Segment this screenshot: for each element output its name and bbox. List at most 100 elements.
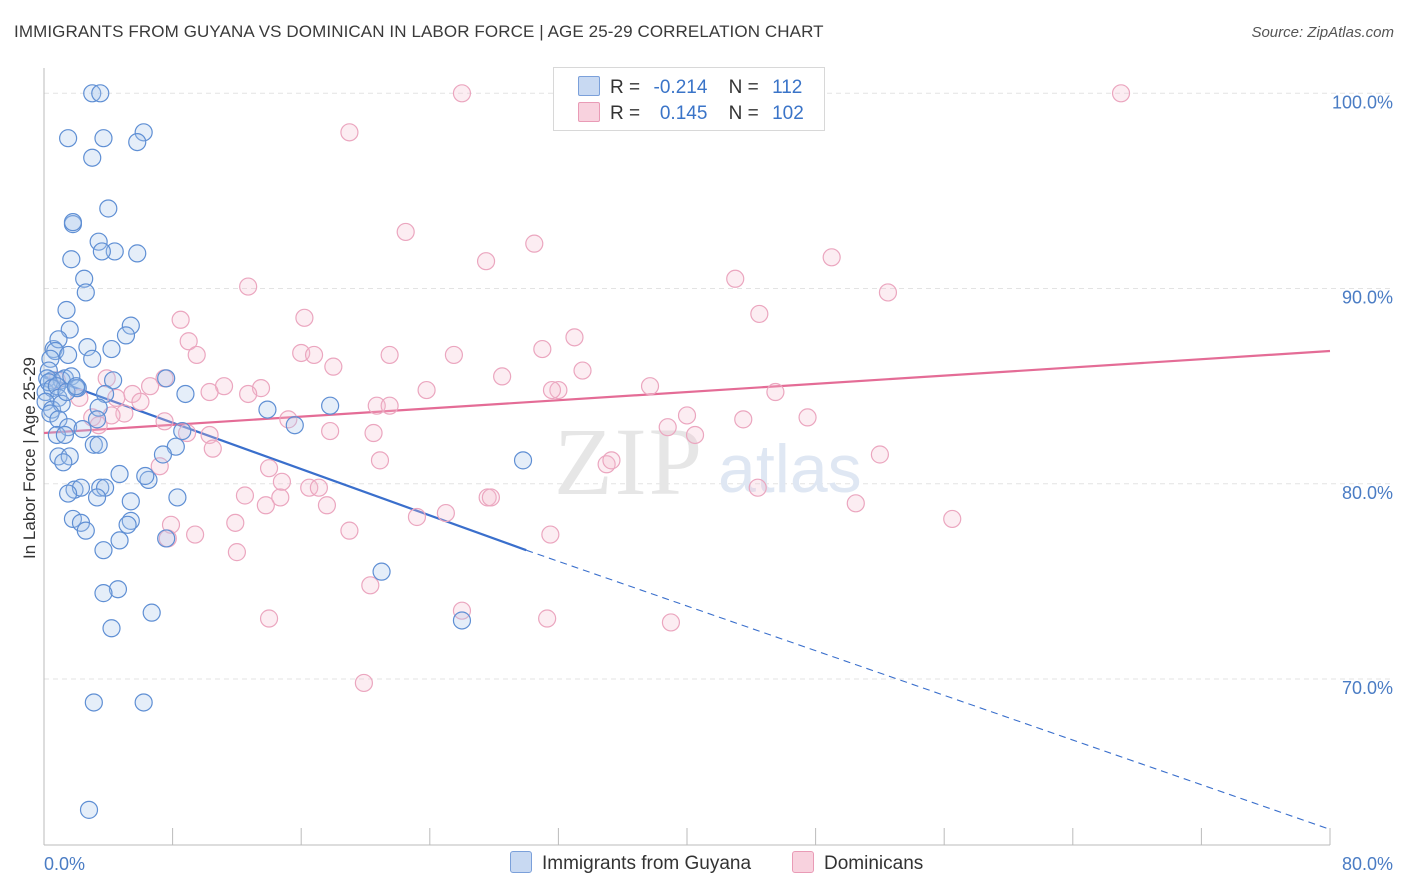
dominicans-point bbox=[573, 361, 592, 380]
guyana-point bbox=[84, 693, 103, 712]
dominicans-point bbox=[380, 345, 399, 365]
guyana-point bbox=[83, 349, 102, 368]
legend-n-label: N = bbox=[728, 77, 759, 98]
guyana-point bbox=[55, 425, 74, 445]
dominicans-point bbox=[131, 392, 150, 411]
guyana-point bbox=[63, 213, 83, 232]
dominicans-point bbox=[317, 496, 337, 515]
dominicans-point bbox=[155, 412, 174, 431]
y-tick-label: 70.0% bbox=[1342, 678, 1393, 698]
dominicans-point bbox=[822, 248, 841, 267]
dominicans-point bbox=[179, 332, 198, 351]
dominicans-trend-line bbox=[43, 349, 1331, 435]
dominicans-point bbox=[640, 377, 660, 396]
guyana-point bbox=[49, 330, 68, 349]
guyana-point bbox=[91, 478, 110, 497]
guyana-point bbox=[76, 521, 95, 540]
dominicans-point bbox=[476, 252, 496, 271]
legend-n-label: N = bbox=[728, 103, 759, 124]
dominicans-point bbox=[1111, 84, 1131, 103]
legend-n-value-dominicans: 102 bbox=[772, 103, 804, 124]
dominicans-point bbox=[227, 543, 246, 562]
dominicans-point bbox=[107, 388, 126, 407]
guyana-point bbox=[136, 466, 155, 486]
bottom-legend-guyana: Immigrants from Guyana bbox=[510, 851, 751, 875]
guyana-point bbox=[121, 316, 140, 335]
dominicans-point bbox=[436, 503, 455, 523]
guyana-point bbox=[108, 580, 128, 599]
dominicans-point bbox=[171, 310, 190, 329]
guyana-point bbox=[49, 410, 68, 429]
guyana-point bbox=[89, 232, 108, 251]
legend-r-label: R = bbox=[610, 77, 641, 98]
legend-r-label: R = bbox=[610, 103, 641, 124]
guyana-point bbox=[94, 541, 113, 560]
y-tick-label: 100.0% bbox=[1332, 92, 1393, 112]
dominicans-point bbox=[943, 509, 962, 529]
stats-legend: R = -0.214 N = 112 R = 0.145 N = 102 bbox=[553, 67, 825, 131]
guyana-point bbox=[128, 133, 147, 152]
dominicans-point bbox=[361, 576, 380, 595]
dominicans-point bbox=[380, 396, 399, 415]
dominicans-point bbox=[748, 478, 767, 497]
dominicans-point bbox=[766, 382, 785, 402]
axes bbox=[43, 68, 1331, 846]
guyana-point bbox=[54, 453, 73, 472]
dominicans-point bbox=[203, 439, 222, 458]
guyana-point bbox=[59, 345, 78, 365]
y-tick-label: 90.0% bbox=[1342, 288, 1393, 308]
dominicans-point bbox=[396, 222, 415, 242]
bottom-legend-swatch-blue bbox=[510, 851, 532, 873]
dominicans-point bbox=[846, 494, 865, 513]
guyana-point bbox=[41, 349, 60, 368]
guyana-point bbox=[47, 377, 66, 396]
guyana-point bbox=[176, 384, 195, 404]
dominicans-point bbox=[726, 269, 745, 288]
dominicans-point bbox=[870, 445, 890, 464]
dominicans-point bbox=[259, 609, 279, 628]
legend-row-dominicans: R = 0.145 N = 102 bbox=[578, 102, 804, 126]
guyana-point bbox=[258, 400, 277, 419]
guyana-trend-extension bbox=[526, 549, 1331, 830]
guyana-point bbox=[89, 398, 108, 417]
guyana-point bbox=[78, 338, 97, 357]
guyana-point bbox=[83, 148, 102, 167]
legend-swatch-blue bbox=[578, 76, 600, 96]
dominicans-point bbox=[309, 478, 328, 497]
guyana-point bbox=[94, 584, 113, 603]
guyana-point bbox=[105, 242, 124, 261]
dominicans-point bbox=[444, 345, 464, 365]
dominicans-point bbox=[226, 513, 245, 532]
dominicans-points bbox=[47, 84, 1131, 693]
guyana-point bbox=[57, 382, 76, 402]
guyana-point bbox=[102, 339, 121, 359]
y-axis-label: In Labor Force | Age 25-29 bbox=[20, 357, 39, 559]
x-tick-label: 0.0% bbox=[44, 854, 85, 874]
guyana-point bbox=[513, 451, 533, 470]
bottom-legend-label-guyana: Immigrants from Guyana bbox=[542, 853, 752, 874]
tick-labels: 70.0% 80.0% 90.0% 100.0% 0.0% 80.0% bbox=[44, 92, 1393, 874]
dominicans-point bbox=[565, 328, 584, 347]
dominicans-point bbox=[239, 277, 258, 296]
dominicans-point bbox=[324, 357, 343, 376]
guyana-point bbox=[168, 488, 187, 507]
dominicans-point bbox=[321, 421, 340, 441]
dominicans-point bbox=[272, 472, 292, 491]
guyana-point bbox=[372, 562, 391, 581]
watermark-atlas: atlas bbox=[718, 431, 862, 507]
guyana-point bbox=[134, 693, 153, 712]
guyana-point bbox=[452, 611, 472, 630]
dominicans-point bbox=[481, 488, 500, 507]
guyana-point bbox=[157, 369, 176, 388]
guyana-point bbox=[121, 492, 140, 511]
guyana-point bbox=[153, 445, 173, 464]
guyana-point bbox=[157, 529, 176, 548]
guyana-point bbox=[59, 129, 78, 148]
guyana-point bbox=[76, 283, 95, 302]
guyana-point bbox=[142, 603, 161, 622]
dominicans-point bbox=[602, 451, 621, 470]
guyana-point bbox=[118, 515, 137, 534]
guyana-point bbox=[57, 300, 76, 320]
guyana-point bbox=[94, 129, 113, 148]
guyana-point bbox=[92, 242, 111, 261]
